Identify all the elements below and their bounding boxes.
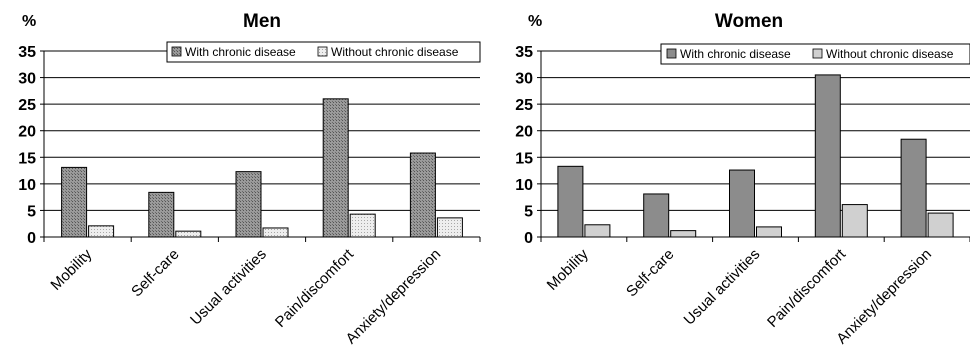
women-bar-pain-discomfort-without — [841, 204, 868, 238]
women-y-tick-label: 30 — [515, 71, 533, 88]
women-y-tick-label: 0 — [524, 230, 533, 247]
men-bar-self-care-with — [148, 191, 175, 238]
men-chart-title: Men — [243, 11, 281, 32]
men-legend: With chronic disease Without chronic dis… — [166, 41, 481, 63]
men-x-label-pain-discomfort: Pain/discomfort — [272, 245, 358, 331]
women-x-label-pain-discomfort: Pain/discomfort — [764, 245, 850, 331]
men-x-label-self-care: Self-care — [128, 246, 182, 300]
women-y-tick-label: 35 — [515, 44, 533, 61]
men-x-label-mobility: Mobility — [47, 245, 95, 293]
women-bar-self-care-with — [643, 193, 670, 238]
women-y-tick-label: 25 — [515, 97, 533, 114]
women-legend: With chronic disease Without chronic dis… — [660, 43, 970, 65]
women-y-tick-label: 5 — [524, 203, 533, 220]
men-bar-pain-discomfort-with — [322, 98, 349, 238]
men-y-tick-label: 10 — [18, 177, 36, 194]
men-y-unit-label: % — [22, 13, 36, 30]
men-y-tick-label: 20 — [18, 124, 36, 141]
women-bar-self-care-without — [670, 230, 697, 238]
men-chart-panel: % Men 0 5 10 15 20 25 30 35 Mobility Self-care Usu… — [18, 11, 481, 348]
men-x-label-anxiety-depression: Anxiety/depression — [343, 246, 445, 348]
women-bar-mobility-with — [557, 165, 584, 238]
women-y-tick-label: 15 — [515, 150, 533, 167]
men-plot-area: 0 5 10 15 20 25 30 35 Mobility Self-care Usual act… — [18, 44, 481, 348]
women-legend-label-with: With chronic disease — [680, 47, 791, 61]
men-bar-anxiety-depression-with — [409, 152, 436, 238]
women-y-tick-label: 10 — [515, 177, 533, 194]
women-bar-anxiety-depression-without — [927, 212, 954, 238]
women-y-tick-label: 20 — [515, 124, 533, 141]
women-x-label-self-care: Self-care — [623, 246, 677, 300]
women-x-label-usual-activities: Usual activities — [681, 246, 764, 329]
men-legend-swatch-without — [317, 46, 328, 57]
men-bar-pain-discomfort-without — [349, 213, 376, 238]
men-y-tick-label: 5 — [27, 203, 36, 220]
men-bar-usual-activities-with — [235, 171, 262, 238]
men-x-label-usual-activities: Usual activities — [187, 246, 270, 329]
men-bar-usual-activities-without — [262, 227, 289, 238]
women-x-label-anxiety-depression: Anxiety/depression — [833, 246, 935, 348]
women-legend-label-without: Without chronic disease — [826, 47, 954, 61]
men-y-tick-label: 30 — [18, 71, 36, 88]
men-bar-mobility-without — [88, 225, 115, 238]
women-chart-title: Women — [715, 11, 783, 32]
men-legend-label-without: Without chronic disease — [331, 45, 459, 59]
men-y-tick-label: 15 — [18, 150, 36, 167]
men-bar-self-care-without — [175, 230, 202, 238]
men-legend-swatch-with — [171, 46, 182, 57]
women-legend-swatch-with — [666, 48, 677, 59]
women-bar-usual-activities-without — [756, 226, 782, 238]
men-legend-label-with: With chronic disease — [185, 45, 296, 59]
women-bar-mobility-without — [584, 224, 611, 238]
women-x-label-mobility: Mobility — [544, 245, 592, 293]
women-bar-pain-discomfort-with — [814, 74, 841, 238]
women-y-unit-label: % — [528, 13, 542, 30]
men-y-tick-label: 35 — [18, 44, 36, 61]
men-bar-anxiety-depression-without — [436, 217, 463, 238]
men-y-tick-label: 0 — [27, 230, 36, 247]
women-legend-swatch-without — [812, 48, 823, 59]
women-chart-panel: % Women 0 5 10 15 20 25 30 35 Mobility Self-care U… — [515, 11, 970, 347]
women-plot-area: 0 5 10 15 20 25 30 35 Mobility Self-care Usual act… — [515, 44, 970, 347]
women-bar-anxiety-depression-with — [900, 138, 927, 238]
women-bar-usual-activities-with — [729, 169, 755, 238]
men-y-tick-label: 25 — [18, 97, 36, 114]
men-bar-mobility-with — [61, 166, 88, 238]
